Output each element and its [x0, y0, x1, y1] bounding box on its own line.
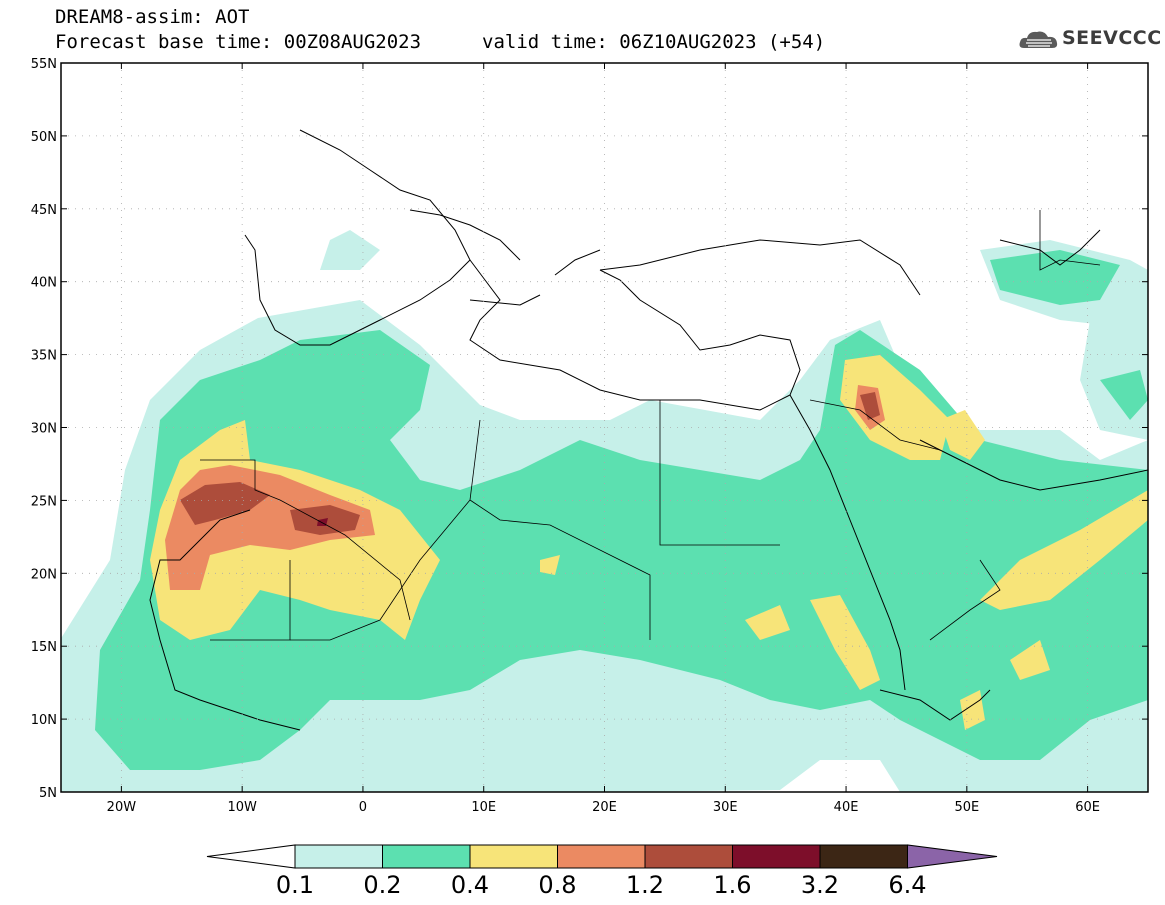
legend-swatch	[819, 844, 908, 869]
valid-time: valid time: 06Z10AUG2023 (+54)	[482, 31, 826, 53]
lat-label: 15N	[31, 640, 57, 655]
legend-label: 0.4	[451, 871, 489, 899]
longitude-labels: 20W 10W 0 10E 20E 30E 40E 50E 60E	[107, 63, 1100, 815]
legend-arrow-below	[206, 844, 296, 869]
lat-label: 5N	[39, 786, 57, 801]
lat-label: 20N	[31, 567, 57, 582]
lat-label: 45N	[31, 203, 57, 218]
legend-label: 1.2	[626, 871, 664, 899]
legend-swatch	[294, 844, 383, 869]
legend-swatch	[644, 844, 733, 869]
legend-swatch	[469, 844, 558, 869]
lon-label: 0	[359, 800, 367, 815]
lat-label: 35N	[31, 349, 57, 364]
lon-label: 60E	[1075, 800, 1100, 815]
legend-label: 0.8	[538, 871, 576, 899]
lat-label: 30N	[31, 422, 57, 437]
lon-label: 30E	[713, 800, 738, 815]
lon-label: 50E	[954, 800, 979, 815]
lon-label: 10E	[471, 800, 496, 815]
lon-label: 40E	[834, 800, 859, 815]
legend-label: 0.2	[363, 871, 401, 899]
latitude-labels: 55N 50N 45N 40N 35N 30N 25N 20N 15N 10N 5N	[31, 57, 1148, 801]
map-title: DREAM8-assim: AOT	[55, 6, 250, 28]
legend-swatch	[557, 844, 646, 869]
coastlines	[149, 129, 1148, 731]
grid-lines	[61, 63, 1148, 792]
lat-label: 50N	[31, 130, 57, 145]
logo-text: SEEVCCC	[1062, 27, 1162, 49]
legend-label: 3.2	[801, 871, 839, 899]
lon-label: 20E	[592, 800, 617, 815]
lat-label: 25N	[31, 494, 57, 509]
lat-label: 55N	[31, 57, 57, 72]
lon-label: 10W	[227, 800, 257, 815]
lon-label: 20W	[107, 800, 137, 815]
legend-label: 0.1	[276, 871, 314, 899]
legend-label: 1.6	[713, 871, 751, 899]
lat-label: 10N	[31, 713, 57, 728]
legend-arrow-above	[907, 844, 998, 869]
lat-label: 40N	[31, 276, 57, 291]
legend-swatch	[732, 844, 821, 869]
legend-swatch	[382, 844, 471, 869]
seevccc-logo	[1019, 31, 1058, 48]
country-borders	[200, 210, 1101, 641]
legend-label: 6.4	[888, 871, 926, 899]
cloud-icon	[1019, 31, 1058, 48]
forecast-base-time: Forecast base time: 00Z08AUG2023	[55, 31, 422, 53]
